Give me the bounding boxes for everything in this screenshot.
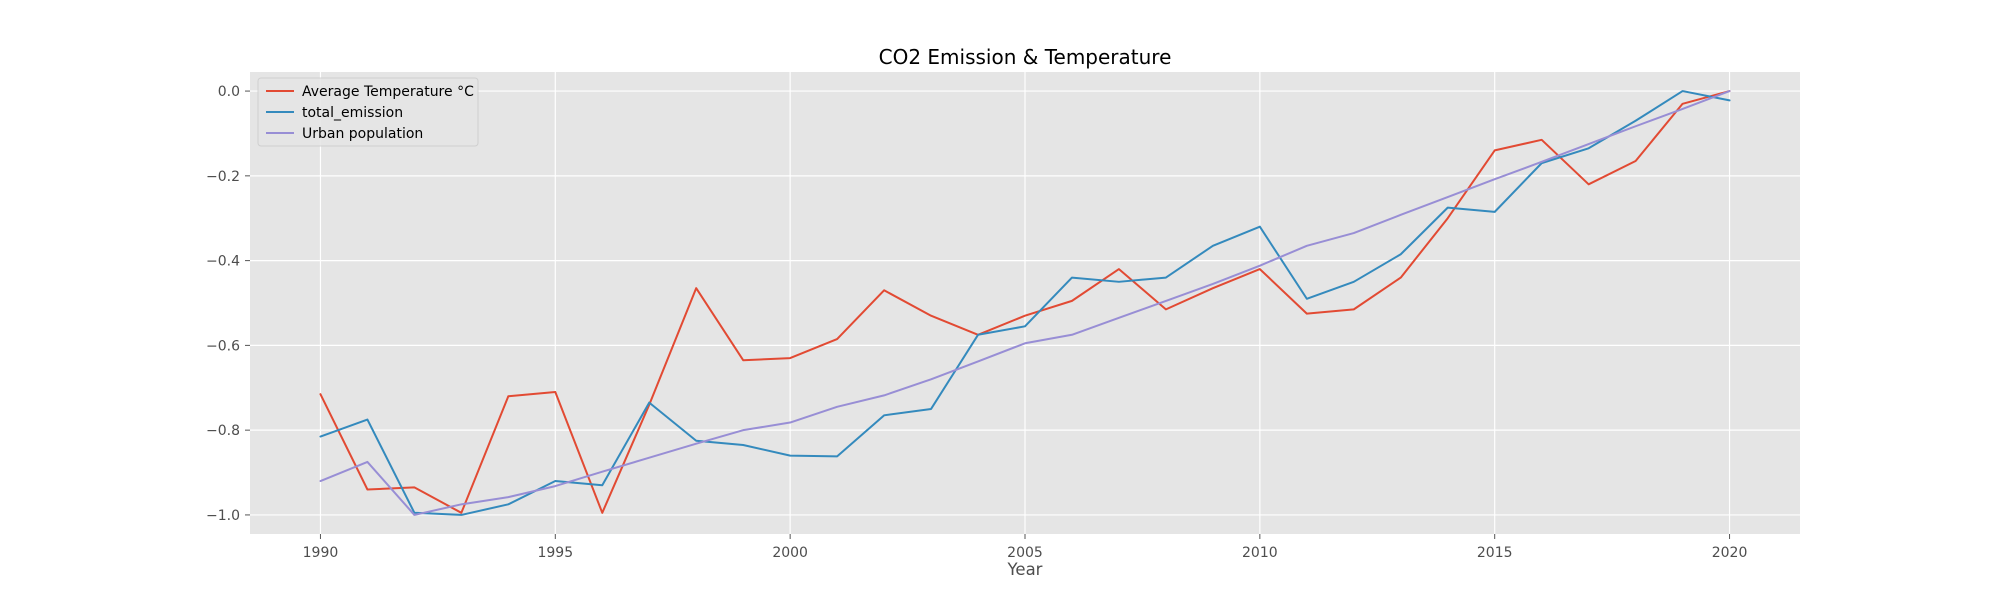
series-line-total-emission: [319, 90, 1731, 516]
legend: Average Temperature °C total_emission Ur…: [257, 77, 479, 147]
series-line-temperature: [319, 90, 1731, 514]
y-tick-label: −0.8: [206, 423, 240, 439]
y-tick-label: 0.0: [218, 84, 240, 100]
x-tick-label: 1995: [537, 545, 573, 561]
x-axis-ticks: 1990 1995 2000 2005 2010 2015 2020: [303, 534, 1748, 561]
series-line-urban-population: [319, 90, 1731, 516]
y-tick-label: −0.6: [206, 338, 240, 354]
y-tick-label: −1.0: [206, 508, 240, 524]
y-axis-ticks: 0.0 −0.2 −0.4 −0.6 −0.8 −1.0: [206, 84, 250, 524]
x-tick-label: 2000: [772, 545, 808, 561]
legend-box: [257, 77, 479, 147]
y-tick-label: −0.2: [206, 169, 240, 185]
legend-label-urban-population: Urban population: [302, 126, 423, 142]
chart-title: CO2 Emission & Temperature: [879, 45, 1172, 69]
legend-label-total-emission: total_emission: [302, 105, 403, 121]
x-tick-label: 2010: [1242, 545, 1278, 561]
y-tick-label: −0.4: [206, 254, 240, 270]
x-axis-label: Year: [1007, 560, 1043, 579]
x-tick-label: 1990: [303, 545, 339, 561]
grid: [250, 72, 1800, 534]
legend-label-temperature: Average Temperature °C: [302, 84, 474, 100]
series-layer: [319, 90, 1731, 516]
x-tick-label: 2015: [1477, 545, 1513, 561]
x-tick-label: 2020: [1712, 545, 1748, 561]
x-tick-label: 2005: [1007, 545, 1043, 561]
